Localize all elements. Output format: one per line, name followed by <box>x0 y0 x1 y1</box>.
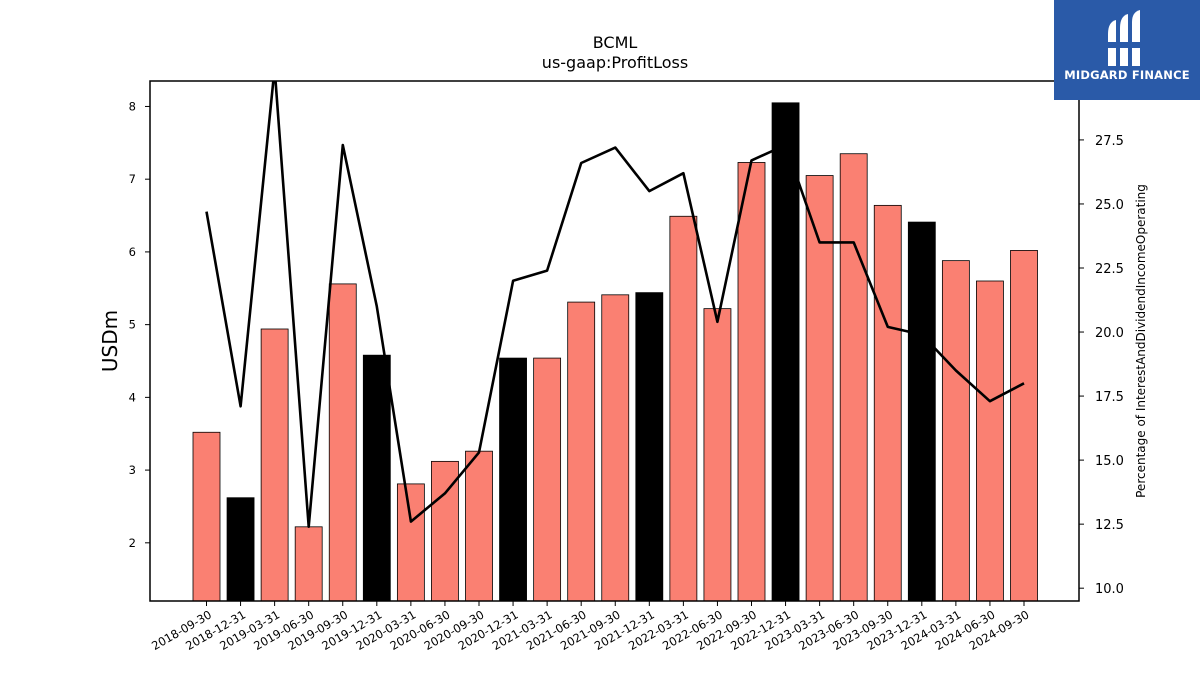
bar <box>192 431 221 602</box>
chart-title: BCML <box>593 33 638 52</box>
bar <box>294 526 323 602</box>
bar <box>873 204 902 602</box>
y-tick-label: 5 <box>129 318 136 332</box>
y2-tick-label: 12.5 <box>1095 518 1124 533</box>
y-axis-label: USDm <box>98 310 122 372</box>
bar <box>431 460 459 602</box>
bar <box>703 308 732 602</box>
bar <box>499 357 527 602</box>
y2-tick-label: 10.0 <box>1095 582 1124 597</box>
bar <box>396 483 425 602</box>
bar <box>260 328 289 602</box>
line-series <box>205 81 1025 529</box>
y2-tick-label: 27.5 <box>1095 134 1124 149</box>
bar <box>533 357 562 602</box>
chart-subtitle: us-gaap:ProfitLoss <box>542 53 688 72</box>
bar-series <box>192 102 1038 602</box>
y2-tick-label: 20.0 <box>1095 326 1124 341</box>
bar <box>737 162 766 602</box>
line-path <box>205 81 1025 529</box>
y-axis-left: 2 3 4 5 6 7 8 <box>129 99 150 550</box>
y-tick-label: 4 <box>129 390 136 404</box>
bar <box>362 354 391 602</box>
y-axis-right: 10.0 12.5 15.0 17.5 20.0 22.5 25.0 27.5 <box>1079 134 1124 597</box>
y2-tick-label: 15.0 <box>1095 454 1124 469</box>
plot-frame <box>149 80 1080 602</box>
y2-tick-label: 25.0 <box>1095 198 1124 213</box>
brand-logo: MIDGARD FINANCE <box>1054 0 1200 100</box>
midgard-logo-icon <box>1108 10 1140 66</box>
y-tick-label: 8 <box>129 99 136 113</box>
bar <box>669 215 698 602</box>
y-tick-label: 6 <box>129 245 136 259</box>
bar <box>328 283 357 602</box>
bar <box>839 153 868 602</box>
bar <box>1010 250 1038 602</box>
y-tick-label: 3 <box>129 463 136 477</box>
y2-tick-label: 17.5 <box>1095 390 1124 405</box>
bar <box>976 280 1004 602</box>
y2-axis-label: Percentage of InterestAndDividendIncomeO… <box>1134 184 1148 498</box>
bar <box>567 301 596 602</box>
y2-tick-label: 22.5 <box>1095 262 1124 277</box>
bar <box>226 497 255 602</box>
bar <box>907 221 936 602</box>
brand-name: MIDGARD FINANCE <box>1064 68 1190 82</box>
x-axis: 2018-09-302018-12-312019-03-312019-06-30… <box>149 601 1032 653</box>
bar <box>635 292 664 602</box>
bar <box>465 450 493 602</box>
y-tick-label: 2 <box>129 536 136 550</box>
bar <box>805 175 834 602</box>
bar <box>941 260 970 602</box>
bar <box>601 294 630 602</box>
y-tick-label: 7 <box>129 172 136 186</box>
bar <box>771 102 800 602</box>
